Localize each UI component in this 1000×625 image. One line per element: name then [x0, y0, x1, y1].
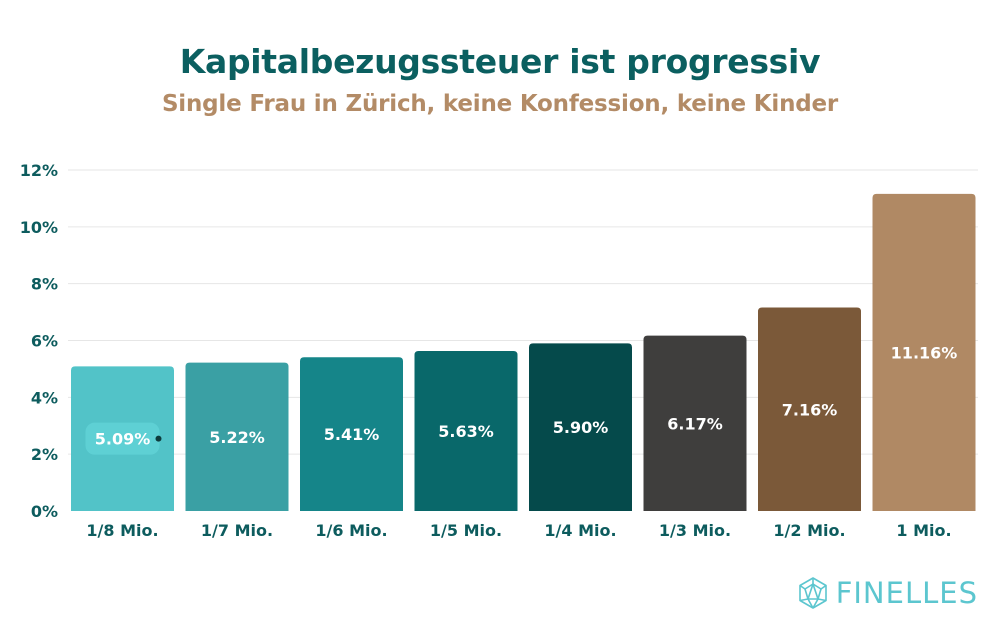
x-tick-label: 1/4 Mio.	[544, 521, 616, 540]
bar	[414, 351, 518, 511]
bar	[300, 357, 403, 511]
data-label: 5.22%	[209, 428, 265, 447]
y-tick-label: 2%	[31, 445, 58, 464]
data-label: 6.17%	[667, 414, 723, 433]
chart-title: Kapitalbezugssteuer ist progressiv	[179, 42, 821, 81]
bar	[872, 193, 976, 511]
data-label-highlight	[85, 422, 160, 455]
x-tick-label: 1/3 Mio.	[659, 521, 731, 540]
geodesic-sphere-icon	[798, 577, 827, 609]
y-tick-label: 10%	[20, 218, 58, 237]
data-label: 5.90%	[553, 418, 609, 437]
data-label: 5.41%	[324, 425, 380, 444]
y-tick-label: 12%	[20, 161, 58, 180]
bar	[529, 343, 632, 511]
data-label: 11.16%	[891, 343, 958, 362]
x-tick-label: 1/6 Mio.	[315, 521, 387, 540]
y-tick-label: 4%	[31, 388, 58, 407]
brand-name: FINELLES	[835, 575, 978, 610]
data-label: 7.16%	[782, 400, 838, 419]
y-tick-label: 8%	[31, 275, 58, 294]
brand-logo: FINELLES	[796, 576, 978, 610]
bar	[643, 335, 747, 511]
y-tick-label: 6%	[31, 332, 58, 351]
chart-subtitle: Single Frau in Zürich, keine Konfession,…	[161, 91, 839, 117]
x-tick-label: 1/5 Mio.	[430, 521, 502, 540]
data-label: 5.09%	[95, 430, 151, 449]
bar	[185, 362, 289, 511]
y-tick-label: 0%	[31, 502, 58, 521]
data-label: 5.63%	[438, 422, 494, 441]
x-tick-label: 1/7 Mio.	[201, 521, 273, 540]
x-tick-label: 1/2 Mio.	[773, 521, 845, 540]
x-tick-label: 1/8 Mio.	[86, 521, 158, 540]
x-tick-label: 1 Mio.	[896, 521, 951, 540]
data-label-marker	[155, 435, 162, 442]
bar	[758, 307, 861, 511]
